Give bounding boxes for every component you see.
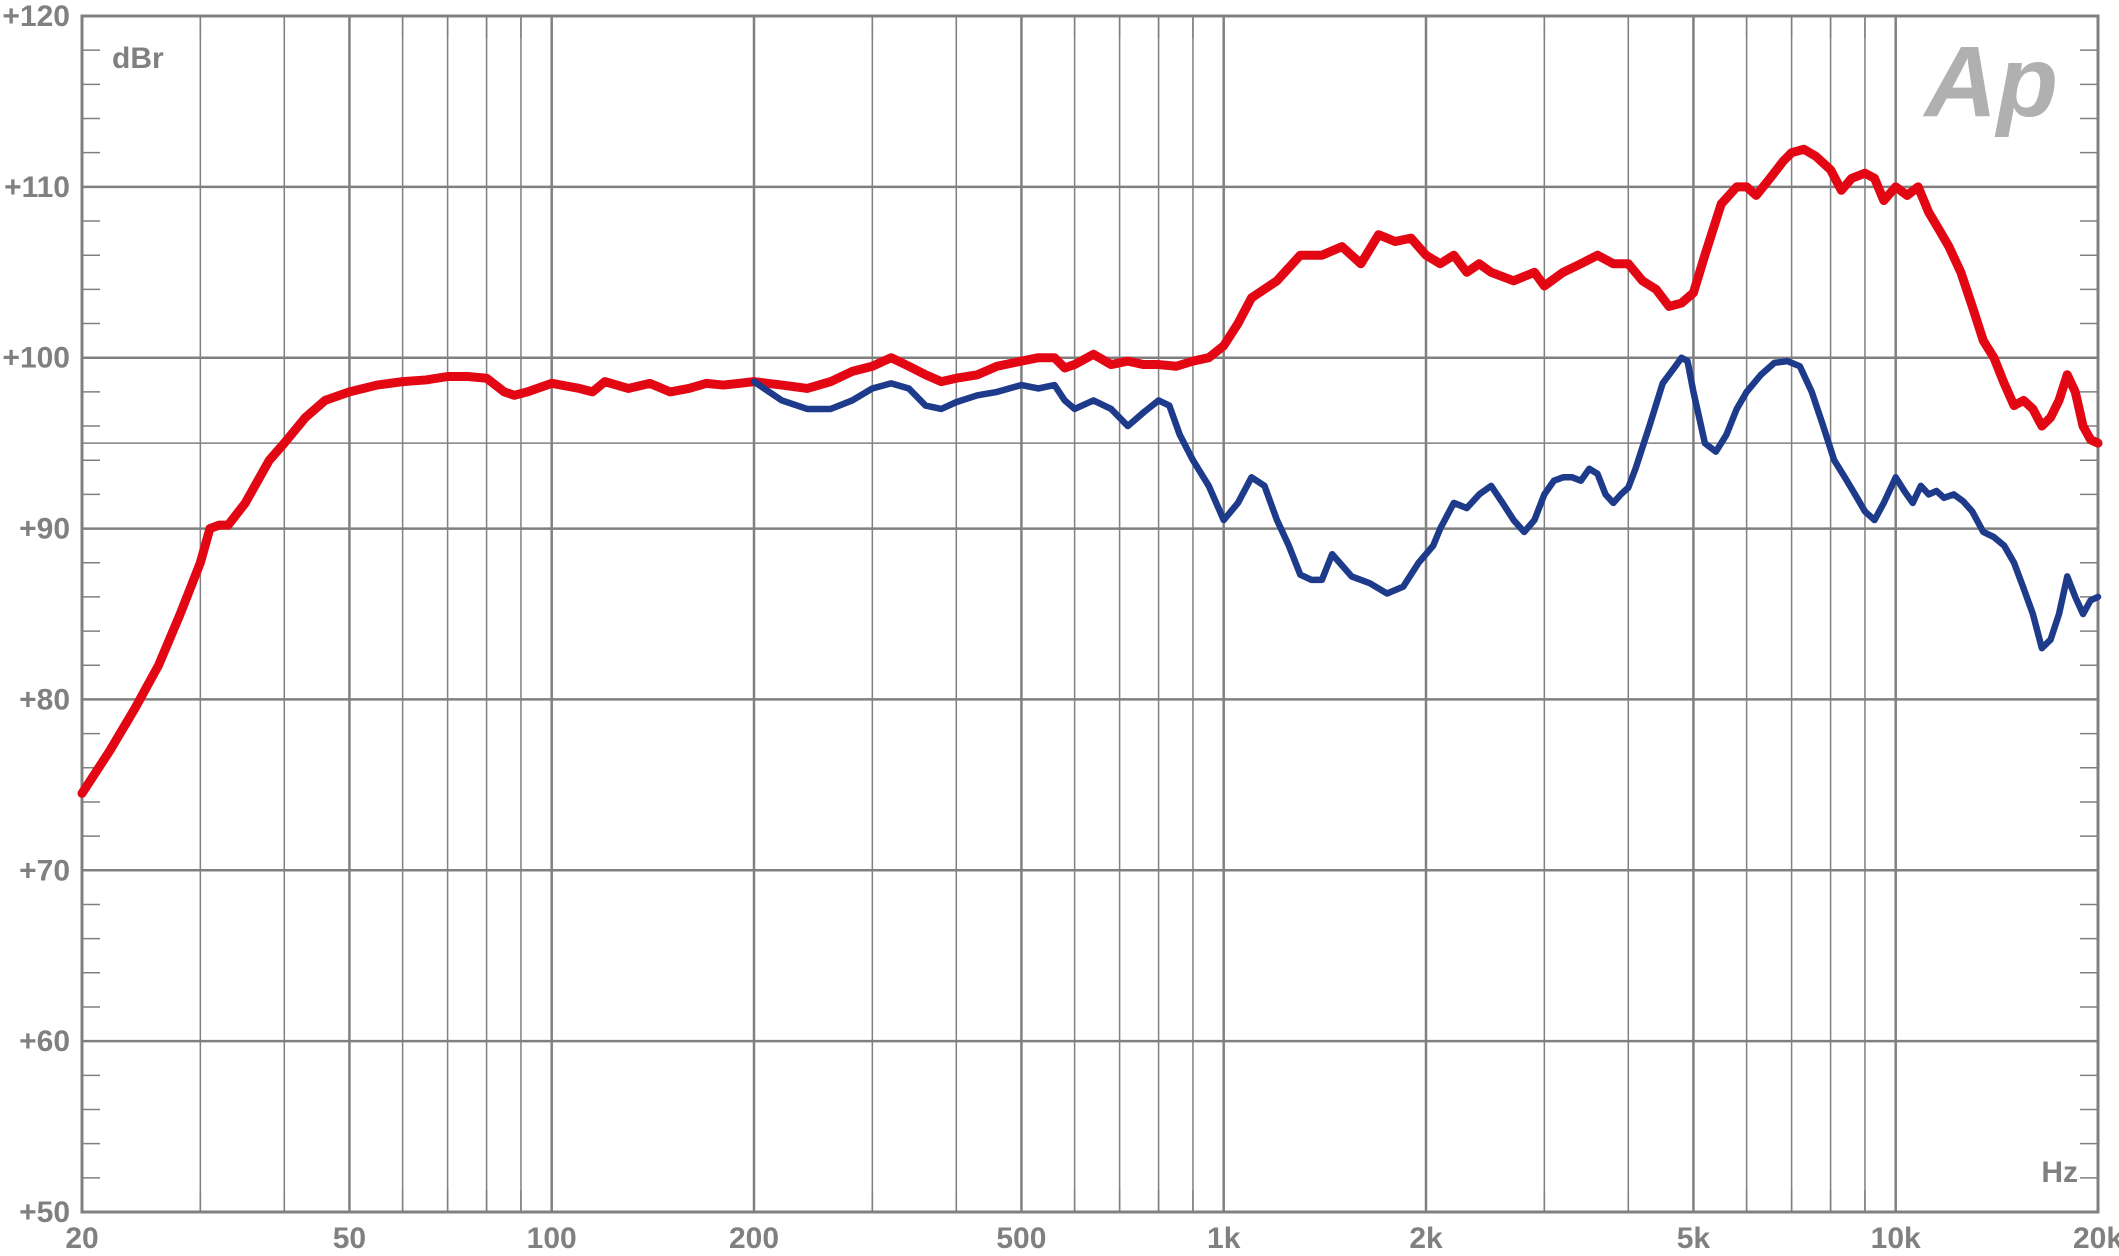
x-tick-label: 200 [729,1222,779,1255]
y-tick-label: +60 [19,1025,70,1058]
y-tick-label: +90 [19,513,70,546]
y-tick-label: +110 [4,171,70,204]
x-tick-label: 100 [527,1222,577,1255]
x-tick-label: 50 [333,1222,366,1255]
y-tick-label: +70 [19,854,70,887]
chart-svg: Ap dBr Hz +50 +60 +70 +80 +90 +100 +110 +120 20 50 10… [0,0,2119,1256]
y-tick-label: +120 [2,0,70,33]
x-tick-label: 20 [65,1222,98,1255]
x-tick-label: 10k [1871,1222,1921,1255]
ap-logo: Ap [1922,26,2058,138]
y-tick-label: +50 [19,1196,70,1229]
x-tick-label: 500 [996,1222,1046,1255]
y-tick-label: +80 [19,683,70,716]
y-tick-label: +100 [2,342,70,375]
x-tick-label: 5k [1677,1222,1711,1255]
frequency-response-chart: Ap dBr Hz +50 +60 +70 +80 +90 +100 +110 +120 20 50 10… [0,0,2119,1256]
x-tick-label: 2k [1409,1222,1443,1255]
x-tick-label: 20k [2073,1222,2119,1255]
y-axis-label: dBr [112,42,164,75]
x-tick-label: 1k [1207,1222,1241,1255]
x-axis-label: Hz [2041,1156,2078,1189]
